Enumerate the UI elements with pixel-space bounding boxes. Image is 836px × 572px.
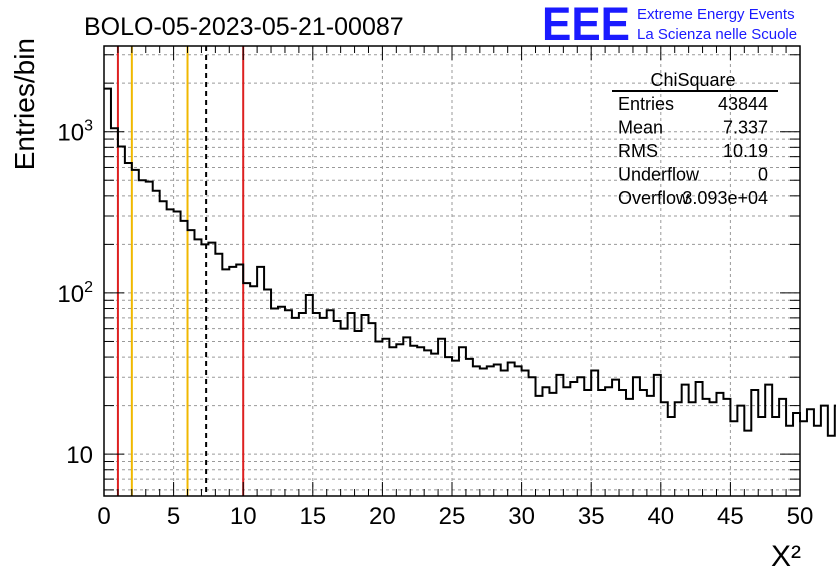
y-tick-label: 102: [57, 279, 93, 308]
stats-label: Overflow: [618, 188, 690, 208]
axis-ticks: [103, 46, 801, 496]
stats-title: ChiSquare: [650, 70, 735, 90]
stats-box: ChiSquare Entries 43844 Mean 7.337 RMS 10.19 U…: [612, 70, 778, 208]
y-tick-label: 10: [66, 442, 93, 469]
x-tick-label: 15: [299, 503, 326, 530]
x-tick-label: 35: [578, 503, 605, 530]
logo-line-2: La Scienza nelle Scuole: [637, 26, 797, 43]
stats-label: Underflow: [618, 165, 700, 185]
x-tick-label: 50: [787, 503, 814, 530]
reference-lines: [116, 46, 245, 496]
chart-title: BOLO-05-2023-05-21-00087: [84, 13, 404, 41]
y-tick-labels: 10 102 103: [57, 118, 93, 469]
eee-logo-mark: EEE: [542, 0, 630, 50]
stats-value: 7.337: [723, 118, 768, 138]
x-tick-label: 25: [439, 503, 466, 530]
x-tick-label: 10: [230, 503, 257, 530]
x-tick-label: 40: [647, 503, 674, 530]
x-tick-label: 30: [508, 503, 535, 530]
x-tick-labels: 0 5 10 15 20 25 30 35 40 45 50: [97, 503, 813, 530]
eee-logo: EEE Extreme Energy Events La Scienza nel…: [542, 0, 797, 50]
stats-value: 10.19: [723, 141, 768, 161]
y-axis-label: Entries/bin: [9, 38, 40, 170]
stats-value: 0: [758, 165, 768, 185]
stats-label: RMS: [618, 141, 658, 161]
stats-value: 43844: [718, 94, 768, 114]
stats-label: Mean: [618, 118, 663, 138]
x-axis-label: X²: [771, 540, 801, 572]
x-tick-label: 45: [717, 503, 744, 530]
stats-label: Entries: [618, 94, 674, 114]
x-tick-label: 0: [97, 503, 110, 530]
stats-value: 3.093e+04: [682, 188, 768, 208]
grid: [104, 46, 800, 496]
y-tick-label: 103: [57, 118, 93, 147]
logo-line-1: Extreme Energy Events: [637, 6, 795, 23]
x-tick-label: 5: [167, 503, 180, 530]
x-tick-label: 20: [369, 503, 396, 530]
histogram-series: [104, 87, 836, 437]
